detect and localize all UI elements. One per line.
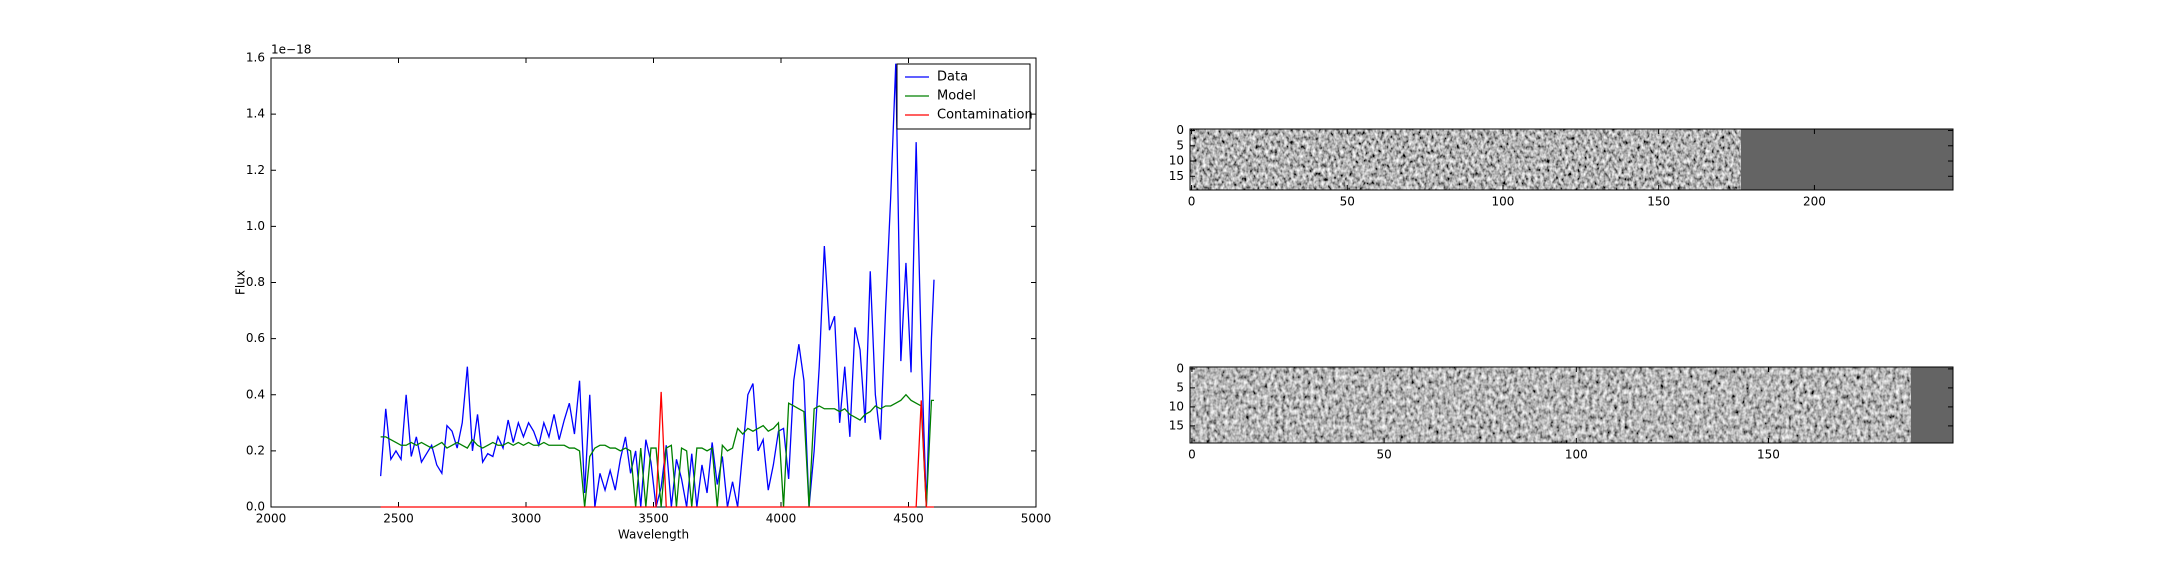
legend-label: Model xyxy=(937,89,976,104)
y-tick-label: 1.2 xyxy=(246,163,265,177)
x-tick-label: 4500 xyxy=(893,512,924,526)
y-tick-label: 1.4 xyxy=(246,107,265,121)
legend-label: Contamination xyxy=(937,108,1033,123)
x-axis-label: Wavelength xyxy=(618,528,689,542)
y-tick-label: 1.6 xyxy=(246,51,265,65)
y-tick-label: 15 xyxy=(1169,169,1184,183)
x-tick-label: 4000 xyxy=(766,512,797,526)
y-tick-label: 0 xyxy=(1176,123,1184,137)
y-tick-label: 0.2 xyxy=(246,443,265,457)
data-line xyxy=(380,63,935,508)
y-tick-label: 5 xyxy=(1176,138,1184,152)
y-tick-label: 0.6 xyxy=(246,331,265,345)
x-tick-label: 2500 xyxy=(383,512,414,526)
y-tick-label: 10 xyxy=(1169,399,1184,413)
y-tick-label: 15 xyxy=(1169,418,1184,432)
x-tick-label: 3500 xyxy=(638,512,669,526)
y-tick-label: 0 xyxy=(1176,361,1184,375)
image-noise xyxy=(1190,129,1741,190)
x-tick-label: 2000 xyxy=(256,512,287,526)
axes-frame xyxy=(1189,366,1954,444)
y-axis-label: Flux xyxy=(234,270,248,295)
x-tick-label: 3000 xyxy=(511,512,542,526)
x-tick-label: 100 xyxy=(1565,448,1588,462)
image-noise xyxy=(1190,367,1911,443)
y-tick-label: 1.0 xyxy=(246,219,265,233)
y-tick-label: 0.8 xyxy=(246,275,265,289)
x-tick-label: 150 xyxy=(1647,195,1670,209)
y-tick-label: 10 xyxy=(1169,154,1184,168)
x-tick-label: 5000 xyxy=(1021,512,1052,526)
x-tick-label: 150 xyxy=(1757,448,1780,462)
y-tick-label: 0.0 xyxy=(246,500,265,514)
y-offset-label: 1e−18 xyxy=(271,43,311,57)
x-tick-label: 0 xyxy=(1188,448,1196,462)
data-line xyxy=(380,393,934,508)
y-tick-label: 5 xyxy=(1176,380,1184,394)
axes-frame xyxy=(1189,128,1954,191)
x-tick-label: 100 xyxy=(1492,195,1515,209)
x-tick-label: 0 xyxy=(1188,195,1196,209)
y-tick-label: 0.4 xyxy=(246,387,265,401)
data-line xyxy=(380,391,934,508)
x-tick-label: 200 xyxy=(1803,195,1826,209)
x-tick-label: 50 xyxy=(1376,448,1391,462)
x-tick-label: 50 xyxy=(1340,195,1355,209)
legend-label: Data xyxy=(937,70,968,85)
